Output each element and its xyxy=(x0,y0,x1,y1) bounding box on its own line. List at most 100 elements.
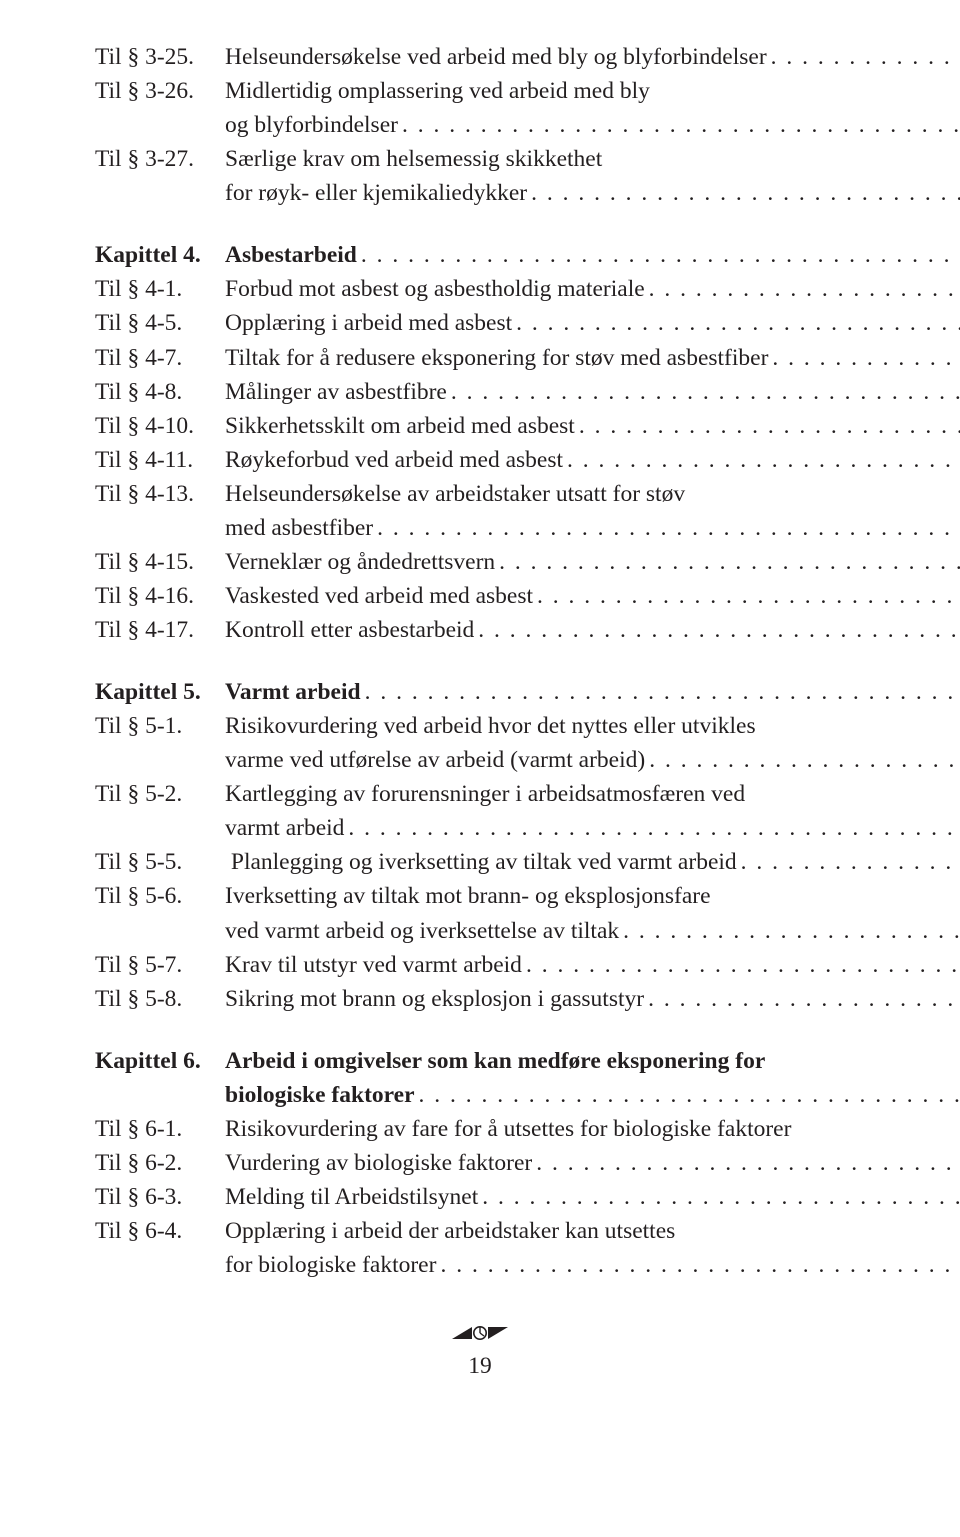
toc-entry-content: Arbeid i omgivelser som kan medføre eksp… xyxy=(225,1044,960,1112)
toc-entry-title: og blyforbindelser xyxy=(225,108,398,142)
toc-entry-content: Sikkerhetsskilt om arbeid med asbest166 xyxy=(225,409,960,443)
toc-entry: Til § 6-4.Opplæring i arbeid der arbeids… xyxy=(95,1214,865,1282)
toc-leader-dots xyxy=(527,176,960,210)
toc-leader-dots xyxy=(767,40,960,74)
toc-entry: Til § 3-25.Helseundersøkelse ved arbeid … xyxy=(95,40,865,74)
toc-entry-content: Midlertidig omplassering ved arbeid med … xyxy=(225,74,960,142)
toc-entry-line: Røykeforbud ved arbeid med asbest166 xyxy=(225,443,960,477)
toc-entry-label: Til § 5-6. xyxy=(95,879,225,913)
toc-entry-title: varmt arbeid xyxy=(225,811,344,845)
toc-leader-dots xyxy=(512,306,960,340)
toc-entry-title: Helseundersøkelse av arbeidstaker utsatt… xyxy=(225,477,685,511)
toc-leader-dots xyxy=(645,743,960,777)
toc-entry: Til § 5-5. Planlegging og iverksetting a… xyxy=(95,845,865,879)
toc-entry-line: Planlegging og iverksetting av tiltak ve… xyxy=(225,845,960,879)
toc-leader-dots xyxy=(373,511,960,545)
toc-entry-line: Asbestarbeid163 xyxy=(225,238,960,272)
toc-entry-line: Opplæring i arbeid med asbest164 xyxy=(225,306,960,340)
toc-entry-content: Risikovurdering ved arbeid hvor det nytt… xyxy=(225,709,960,777)
toc-entry-title: Asbestarbeid xyxy=(225,238,357,272)
footer-ornament-icon xyxy=(450,1324,510,1342)
toc-entry-line: Melding til Arbeidstilsynet174 xyxy=(225,1180,960,1214)
toc-leader-dots xyxy=(645,272,960,306)
toc-leader-dots xyxy=(737,845,960,879)
toc-entry-line: ved varmt arbeid og iverksettelse av til… xyxy=(225,914,960,948)
toc-entry-title: Særlige krav om helsemessig skikkethet xyxy=(225,142,602,176)
toc-entry-content: Verneklær og åndedrettsvern167 xyxy=(225,545,960,579)
toc-entry-content: Vaskested ved arbeid med asbest167 xyxy=(225,579,960,613)
toc-entry-label: Kapittel 6. xyxy=(95,1044,225,1078)
toc-entry: Kapittel 6.Arbeid i omgivelser som kan m… xyxy=(95,1044,865,1112)
toc-entry-content: Planlegging og iverksetting av tiltak ve… xyxy=(225,845,960,879)
toc-entry: Til § 5-7.Krav til utstyr ved varmt arbe… xyxy=(95,948,865,982)
toc-entry-line: for biologiske faktorer174 xyxy=(225,1248,960,1282)
toc-entry-content: Varmt arbeid169 xyxy=(225,675,960,709)
toc-entry: Til § 4-16.Vaskested ved arbeid med asbe… xyxy=(95,579,865,613)
toc-entry-title: Målinger av asbestfibre xyxy=(225,375,447,409)
toc-entry-title: for biologiske faktorer xyxy=(225,1248,436,1282)
toc-entry-line: Krav til utstyr ved varmt arbeid170 xyxy=(225,948,960,982)
toc-entry-label: Til § 4-7. xyxy=(95,341,225,375)
toc-entry-label: Til § 6-3. xyxy=(95,1180,225,1214)
toc-entry: Til § 4-13.Helseundersøkelse av arbeidst… xyxy=(95,477,865,545)
toc-entry-line: for røyk- eller kjemikaliedykker163 xyxy=(225,176,960,210)
toc-entry-label: Til § 5-7. xyxy=(95,948,225,982)
toc-entry-content: Opplæring i arbeid med asbest164 xyxy=(225,306,960,340)
toc-entry: Til § 4-17.Kontroll etter asbestarbeid16… xyxy=(95,613,865,647)
toc-entry-line: Arbeid i omgivelser som kan medføre eksp… xyxy=(225,1044,960,1078)
toc-entry-line: Varmt arbeid169 xyxy=(225,675,960,709)
toc-leader-dots xyxy=(768,341,960,375)
toc-entry-content: Sikring mot brann og eksplosjon i gassut… xyxy=(225,982,960,1016)
toc-entry-line: Særlige krav om helsemessig skikkethet xyxy=(225,142,960,176)
table-of-contents: Til § 3-25.Helseundersøkelse ved arbeid … xyxy=(95,40,865,1282)
toc-entry-label: Til § 4-13. xyxy=(95,477,225,511)
toc-entry-title: for røyk- eller kjemikaliedykker xyxy=(225,176,527,210)
toc-entry-line: Verneklær og åndedrettsvern167 xyxy=(225,545,960,579)
toc-entry-title: Iverksetting av tiltak mot brann- og eks… xyxy=(225,879,711,913)
toc-entry-line: Helseundersøkelse ved arbeid med bly og … xyxy=(225,40,960,74)
toc-entry-content: Røykeforbud ved arbeid med asbest166 xyxy=(225,443,960,477)
toc-entry-title: Helseundersøkelse ved arbeid med bly og … xyxy=(225,40,767,74)
toc-entry-label: Til § 3-25. xyxy=(95,40,225,74)
toc-entry: Kapittel 4.Asbestarbeid163 xyxy=(95,238,865,272)
toc-entry-title: Arbeid i omgivelser som kan medføre eksp… xyxy=(225,1044,765,1078)
toc-entry-content: Særlige krav om helsemessig skikkethetfo… xyxy=(225,142,960,210)
toc-leader-dots xyxy=(344,811,960,845)
toc-entry-title: Planlegging og iverksetting av tiltak ve… xyxy=(225,845,737,879)
toc-entry-title: biologiske faktorer xyxy=(225,1078,415,1112)
toc-entry: Til § 5-2.Kartlegging av forurensninger … xyxy=(95,777,865,845)
toc-entry: Til § 3-27.Særlige krav om helsemessig s… xyxy=(95,142,865,210)
toc-entry-label: Til § 4-10. xyxy=(95,409,225,443)
toc-entry-title: Kontroll etter asbestarbeid xyxy=(225,613,474,647)
toc-leader-dots xyxy=(495,545,960,579)
toc-entry-content: Melding til Arbeidstilsynet174 xyxy=(225,1180,960,1214)
toc-entry-line: varme ved utførelse av arbeid (varmt arb… xyxy=(225,743,960,777)
toc-entry-label: Til § 4-16. xyxy=(95,579,225,613)
toc-entry-line: Midlertidig omplassering ved arbeid med … xyxy=(225,74,960,108)
toc-entry-title: Opplæring i arbeid der arbeidstaker kan … xyxy=(225,1214,675,1248)
toc-entry-content: Målinger av asbestfibre166 xyxy=(225,375,960,409)
toc-entry: Kapittel 5.Varmt arbeid169 xyxy=(95,675,865,709)
toc-entry-title: Kartlegging av forurensninger i arbeidsa… xyxy=(225,777,745,811)
toc-entry-title: Midlertidig omplassering ved arbeid med … xyxy=(225,74,650,108)
toc-entry-line: Tiltak for å redusere eksponering for st… xyxy=(225,341,960,375)
toc-entry-line: med asbestfiber166 xyxy=(225,511,960,545)
toc-entry-content: Vurdering av biologiske faktorer173 xyxy=(225,1146,960,1180)
toc-entry-line: Sikring mot brann og eksplosjon i gassut… xyxy=(225,982,960,1016)
toc-entry: Til § 4-15.Verneklær og åndedrettsvern16… xyxy=(95,545,865,579)
toc-entry-line: Opplæring i arbeid der arbeidstaker kan … xyxy=(225,1214,960,1248)
toc-entry-content: Kontroll etter asbestarbeid169 xyxy=(225,613,960,647)
toc-entry-title: Sikkerhetsskilt om arbeid med asbest xyxy=(225,409,575,443)
toc-entry-content: Helseundersøkelse ved arbeid med bly og … xyxy=(225,40,960,74)
toc-entry-content: Krav til utstyr ved varmt arbeid170 xyxy=(225,948,960,982)
toc-entry-line: Kontroll etter asbestarbeid169 xyxy=(225,613,960,647)
toc-entry-content: Helseundersøkelse av arbeidstaker utsatt… xyxy=(225,477,960,545)
toc-entry: Til § 6-3.Melding til Arbeidstilsynet174 xyxy=(95,1180,865,1214)
toc-entry: Til § 6-1.Risikovurdering av fare for å … xyxy=(95,1112,865,1146)
toc-entry-label: Til § 4-5. xyxy=(95,306,225,340)
toc-entry: Til § 6-2.Vurdering av biologiske faktor… xyxy=(95,1146,865,1180)
toc-entry: Til § 4-11.Røykeforbud ved arbeid med as… xyxy=(95,443,865,477)
toc-entry-label: Til § 6-1. xyxy=(95,1112,225,1146)
toc-entry-line: Helseundersøkelse av arbeidstaker utsatt… xyxy=(225,477,960,511)
toc-entry-title: ved varmt arbeid og iverksettelse av til… xyxy=(225,914,619,948)
